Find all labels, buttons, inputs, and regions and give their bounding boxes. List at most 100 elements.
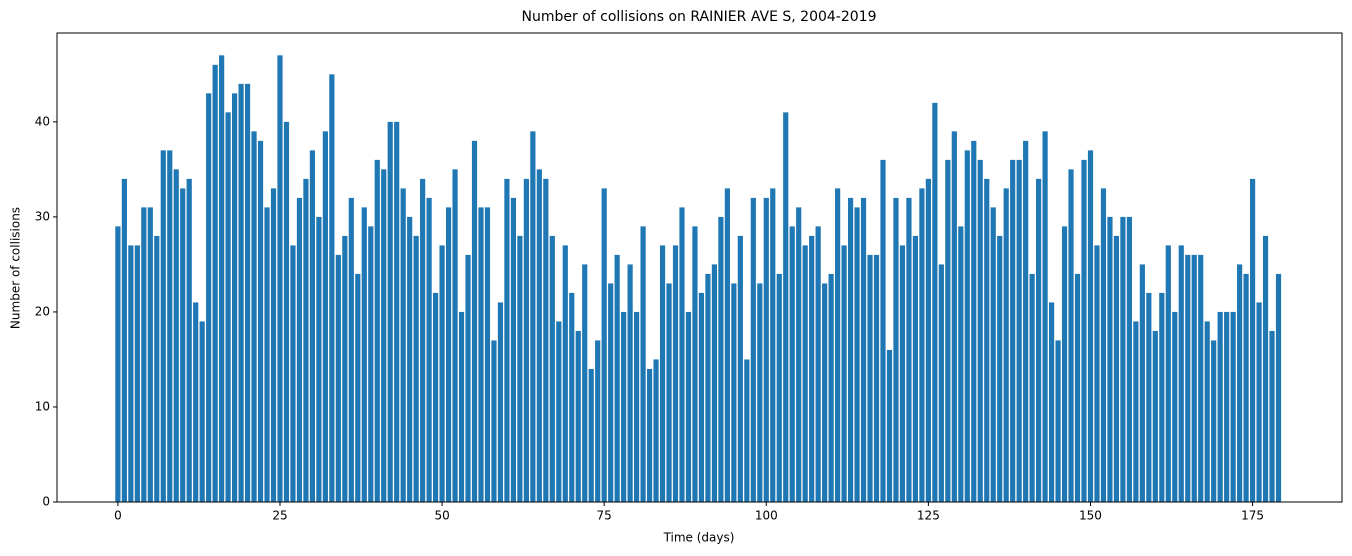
bar xyxy=(426,197,432,502)
bar xyxy=(1256,302,1262,502)
bar xyxy=(154,235,160,503)
bar xyxy=(445,207,452,502)
bar xyxy=(381,169,387,502)
bar xyxy=(880,159,886,502)
bar xyxy=(193,302,199,502)
bar xyxy=(478,207,484,502)
bar xyxy=(225,112,231,502)
bar xyxy=(1100,188,1107,502)
bar xyxy=(497,302,504,502)
bar xyxy=(932,102,938,502)
bar xyxy=(374,159,380,502)
bar xyxy=(601,188,607,502)
x-tick-label: 150 xyxy=(1079,509,1102,523)
x-tick-label: 125 xyxy=(917,509,940,523)
bar xyxy=(984,178,990,502)
bar xyxy=(458,311,465,502)
bar xyxy=(251,131,257,503)
bar xyxy=(1042,131,1048,503)
bar xyxy=(1198,254,1204,502)
bar xyxy=(1191,254,1197,502)
y-axis-label: Number of collisions xyxy=(9,207,23,329)
bar xyxy=(1237,264,1243,502)
bar xyxy=(718,216,724,502)
bar xyxy=(731,283,737,502)
bar xyxy=(873,254,880,502)
bar xyxy=(219,55,225,502)
bar xyxy=(420,178,426,502)
bar xyxy=(614,254,620,502)
bar xyxy=(783,112,789,502)
x-tick-label: 0 xyxy=(114,509,122,523)
bar xyxy=(1224,311,1230,502)
bar xyxy=(666,283,672,502)
bar xyxy=(977,159,983,502)
bar xyxy=(549,235,555,503)
bar xyxy=(296,197,303,502)
bar xyxy=(705,273,711,502)
bar xyxy=(757,283,763,502)
bar xyxy=(238,83,244,503)
bar xyxy=(536,169,542,502)
bar xyxy=(770,188,776,502)
bar xyxy=(484,207,491,502)
bar xyxy=(1159,292,1165,502)
bar xyxy=(115,226,121,502)
bar xyxy=(1107,216,1113,502)
bar xyxy=(1048,302,1055,502)
bar xyxy=(1269,330,1275,502)
bar xyxy=(329,74,335,502)
bar xyxy=(815,226,821,502)
bar xyxy=(244,83,251,503)
bar xyxy=(121,178,127,502)
bar xyxy=(925,178,931,502)
bar xyxy=(575,330,581,502)
bar xyxy=(199,321,205,502)
bar xyxy=(646,368,653,502)
bar xyxy=(439,245,445,503)
bar xyxy=(400,188,406,502)
bar xyxy=(264,207,270,502)
bar xyxy=(847,197,854,502)
bar xyxy=(1068,169,1074,502)
bar xyxy=(160,150,166,503)
bar xyxy=(167,150,173,503)
bar xyxy=(1036,178,1042,502)
bar xyxy=(355,273,361,502)
bar xyxy=(1055,340,1061,502)
bar xyxy=(348,197,354,502)
bar xyxy=(1003,188,1009,502)
bar xyxy=(212,64,218,502)
bar xyxy=(186,178,192,502)
bar xyxy=(958,226,964,502)
bar xyxy=(523,178,529,502)
bar xyxy=(685,311,692,502)
bar xyxy=(1029,273,1035,502)
bar xyxy=(1165,245,1171,503)
bar xyxy=(588,368,594,502)
x-tick-label: 100 xyxy=(755,509,778,523)
bar xyxy=(1204,321,1210,502)
bar xyxy=(854,207,860,502)
bar xyxy=(1094,245,1100,503)
bar xyxy=(504,178,510,502)
bar xyxy=(822,283,828,502)
y-tick-label: 20 xyxy=(35,304,50,318)
bar xyxy=(997,235,1003,503)
bar xyxy=(971,140,977,503)
bar xyxy=(867,254,873,502)
bar xyxy=(1211,340,1217,502)
bar xyxy=(128,245,134,503)
bar xyxy=(1185,254,1191,502)
bar xyxy=(465,254,471,502)
bar xyxy=(1113,235,1120,503)
x-tick-label: 25 xyxy=(272,509,287,523)
x-axis-label: Time (days) xyxy=(663,531,735,545)
bar xyxy=(180,188,186,502)
bar xyxy=(342,235,348,503)
bar xyxy=(711,264,718,502)
bar xyxy=(640,226,646,502)
bar xyxy=(147,207,153,502)
bar xyxy=(938,264,944,502)
bar xyxy=(672,245,679,503)
